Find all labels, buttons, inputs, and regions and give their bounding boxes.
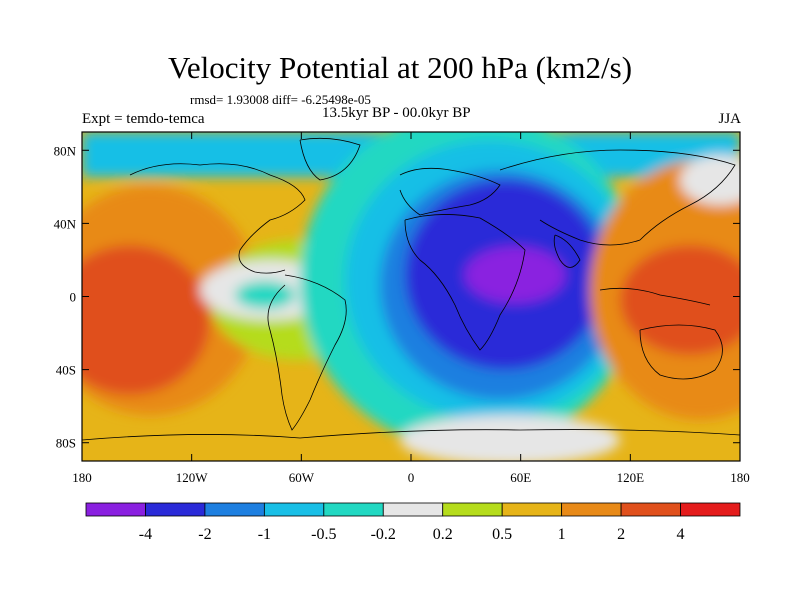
- chart-title: Velocity Potential at 200 hPa (km2/s): [167, 50, 633, 85]
- colorbar-label: 0.5: [492, 526, 512, 543]
- colorbar-swatch: [442, 502, 503, 517]
- europe-coast: [399, 167, 501, 216]
- wpacific-red-region: [620, 245, 740, 355]
- antarctica-coast: [82, 429, 740, 441]
- south-america-coast: [267, 274, 347, 431]
- x-tick-label: 0: [408, 470, 415, 485]
- colorbar-label: -4: [139, 526, 152, 543]
- x-tick-label: 180: [72, 470, 92, 485]
- colorbar-swatch: [501, 502, 563, 517]
- y-tick-label: 80S: [56, 436, 76, 451]
- rmsd-diff-stats: rmsd= 1.93008 diff= -6.25498e-05: [190, 92, 371, 107]
- india-coast: [553, 234, 581, 268]
- indonesia-coast: [599, 287, 711, 306]
- season-label: JJA: [718, 111, 741, 127]
- y-tick-label: 40S: [56, 363, 76, 378]
- x-tick-label: 120E: [617, 470, 645, 485]
- colorbar-label: 4: [677, 526, 685, 543]
- colorbar-label: -0.5: [311, 526, 336, 543]
- colorbar-swatch: [382, 502, 444, 517]
- colorbar-label: 1: [558, 526, 566, 543]
- colorbar-label: 0.2: [433, 526, 453, 543]
- coastlines: [82, 137, 740, 441]
- asia-coast: [499, 149, 736, 246]
- experiment-label: Expt = temdo-temca: [82, 111, 205, 127]
- colorbar-swatch: [620, 502, 681, 517]
- colorbar-swatch: [145, 502, 206, 517]
- north-america-coast: [129, 163, 306, 274]
- colorbar-swatch: [85, 502, 146, 517]
- colorbar-swatch: [263, 502, 325, 517]
- x-tick-label: 60W: [289, 470, 315, 485]
- x-axis: 180 120W 60W 0 60E 120E 180: [72, 132, 750, 485]
- y-axis: 80N 40N 0 40S 80S: [54, 143, 740, 451]
- southern-white-region: [400, 415, 620, 461]
- y-tick-label: 0: [70, 290, 77, 305]
- pacific-red-region: [82, 245, 210, 395]
- x-tick-label: 180: [730, 470, 750, 485]
- colorbar: -4 -2 -1 -0.5 -0.2 0.2 0.5 1 2 4: [85, 502, 741, 543]
- colorbar-label: -1: [258, 526, 271, 543]
- colorbar-label: -2: [198, 526, 211, 543]
- colorbar-swatch: [323, 502, 384, 517]
- colorbar-swatch: [204, 502, 265, 517]
- colorbar-label: 2: [617, 526, 625, 543]
- australia-coast: [639, 324, 723, 380]
- x-tick-label: 60E: [510, 470, 531, 485]
- sahara-purple-region: [465, 247, 565, 303]
- greenland-coast: [299, 137, 361, 181]
- period-label: 13.5kyr BP - 00.0kyr BP: [322, 105, 471, 121]
- colorbar-swatch: [680, 502, 741, 517]
- x-tick-label: 120W: [176, 470, 209, 485]
- contour-field: [82, 132, 740, 461]
- colorbar-swatch: [561, 502, 622, 517]
- y-tick-label: 80N: [54, 143, 77, 158]
- americas-teal-region: [235, 281, 295, 309]
- africa-coast: [404, 214, 526, 351]
- colorbar-label: -0.2: [371, 526, 396, 543]
- y-tick-label: 40N: [54, 216, 77, 231]
- ne-white-region: [680, 155, 740, 205]
